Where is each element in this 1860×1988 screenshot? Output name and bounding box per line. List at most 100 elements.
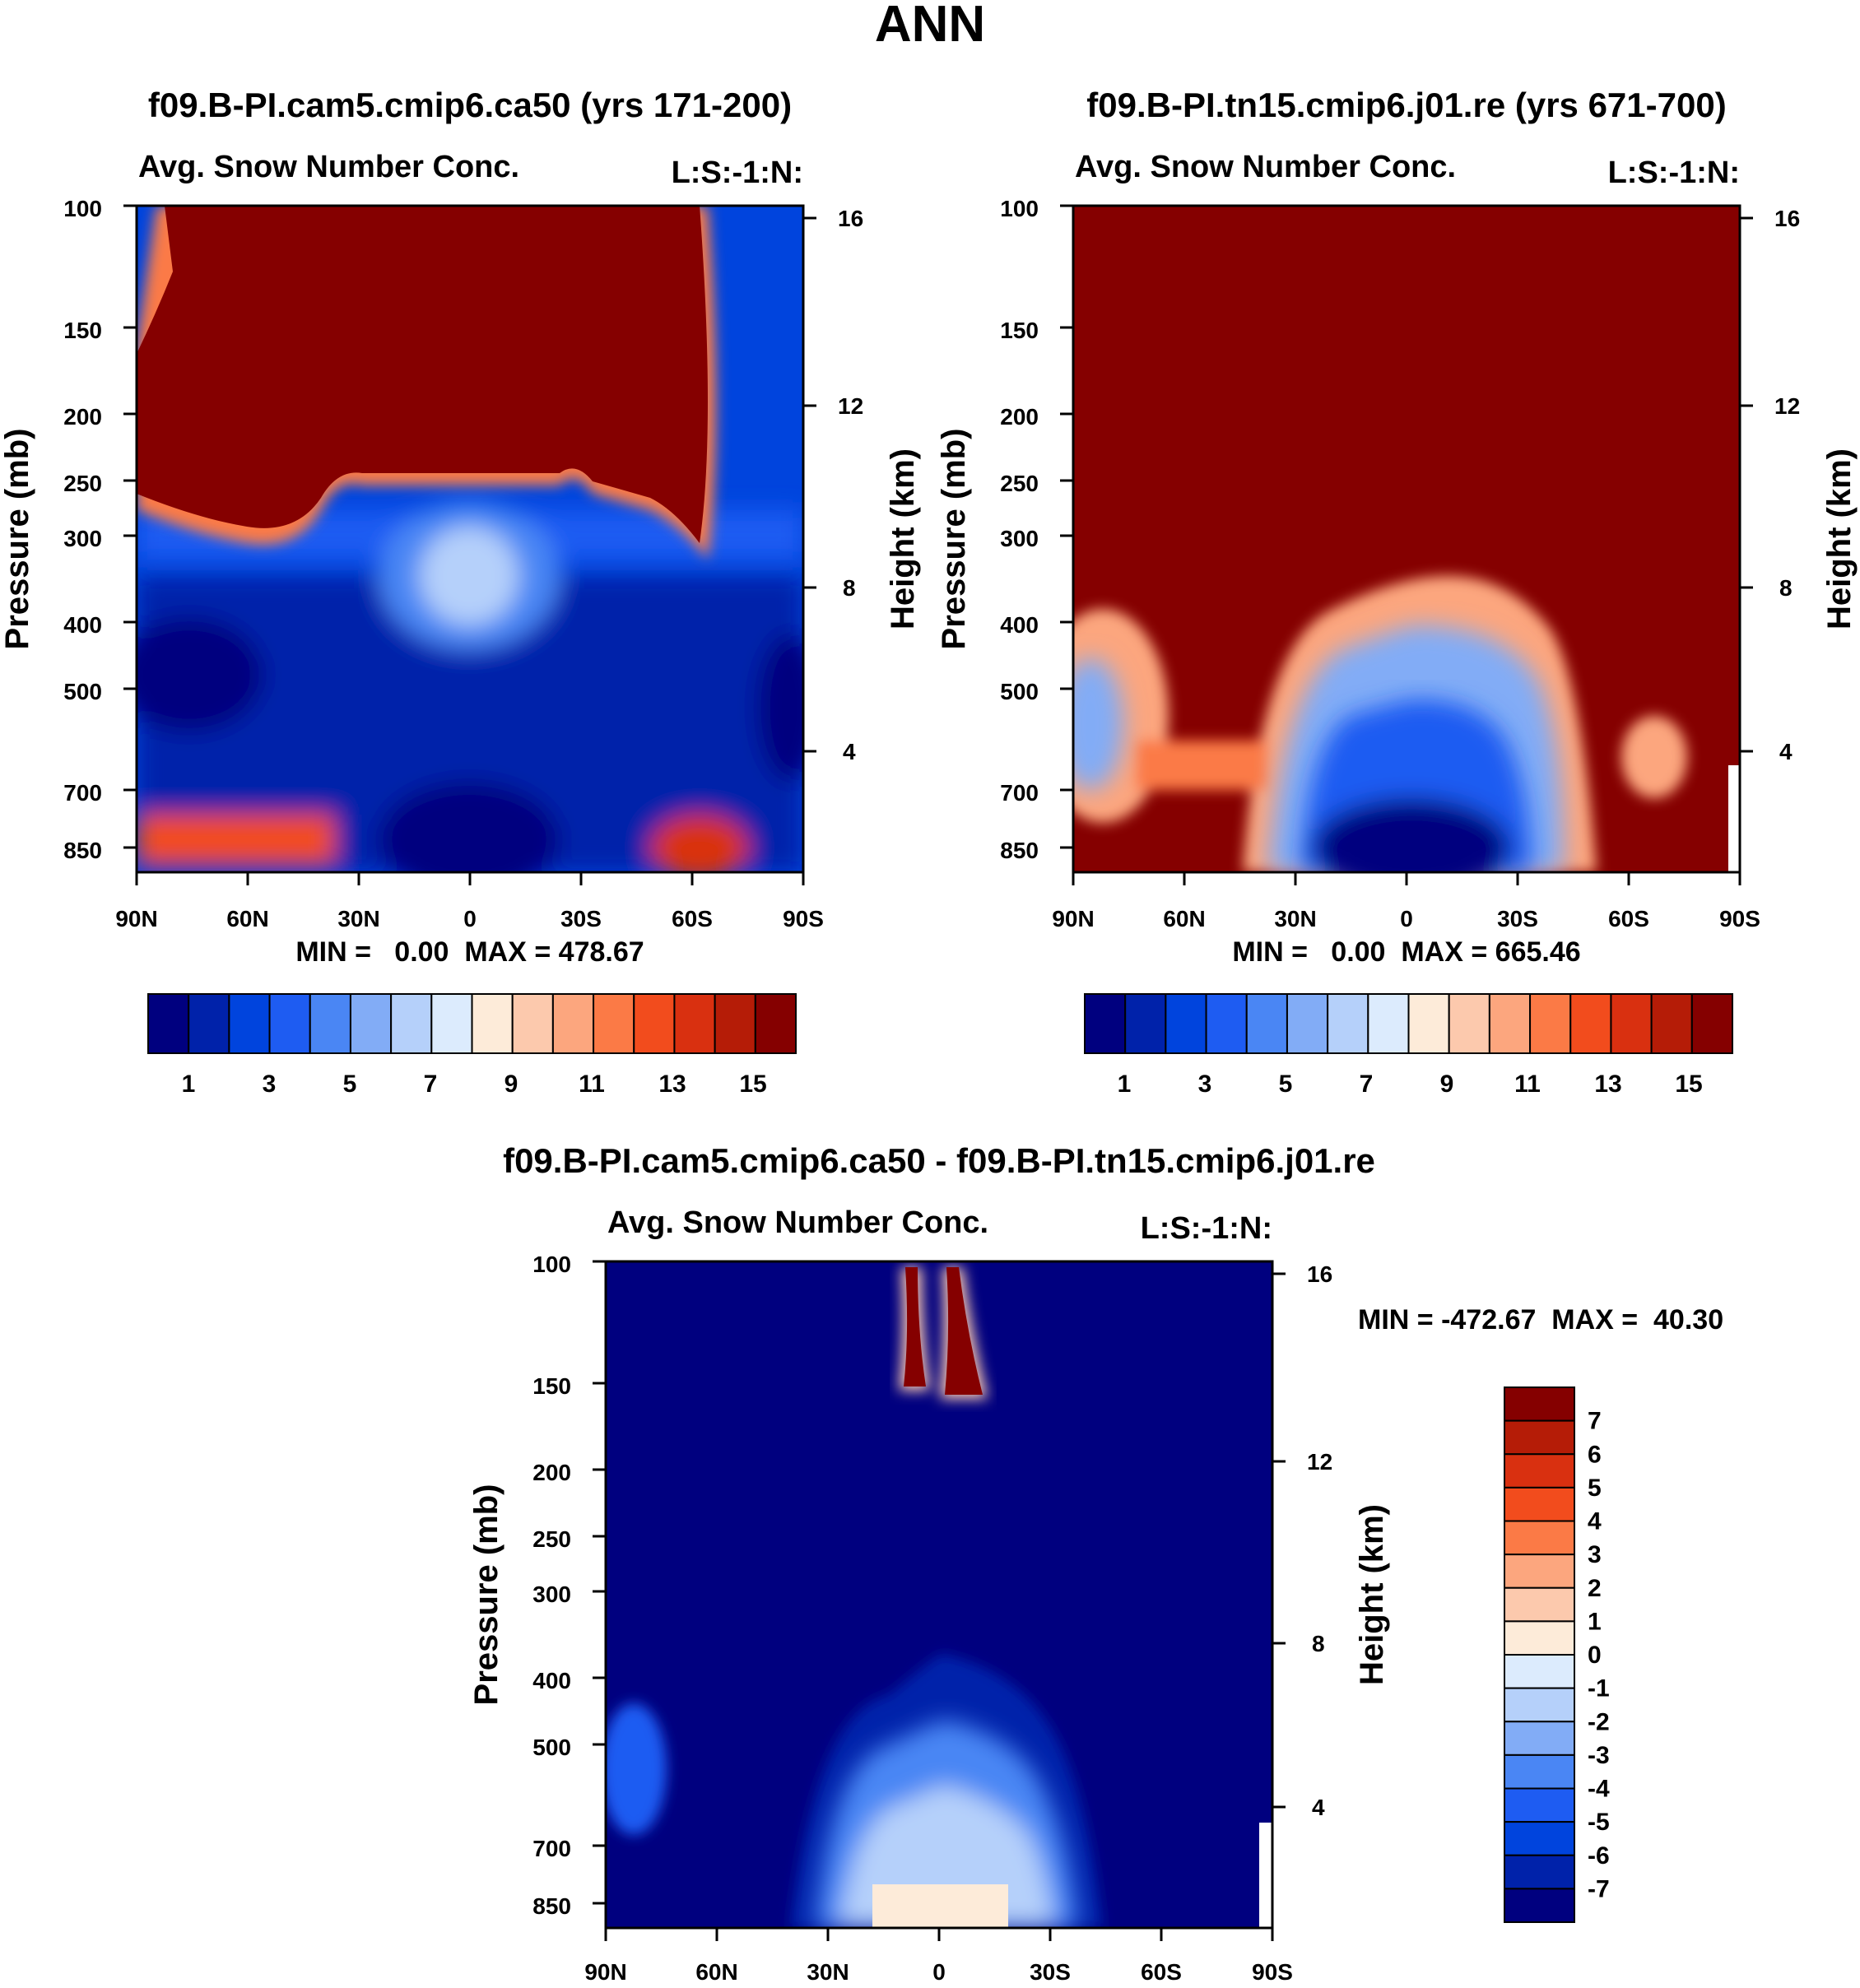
panel2-ytick-100: 100 — [1000, 196, 1039, 221]
panel3-xtick-30n: 30N — [807, 1959, 849, 1985]
panel3-cb-label: 1 — [1588, 1608, 1602, 1635]
panel1-cb-label-15: 15 — [739, 1071, 766, 1098]
panel3-cb-label: -1 — [1588, 1675, 1610, 1702]
panel1-y2tick-12: 12 — [838, 393, 863, 419]
panel1-xtick-60n: 60N — [226, 906, 268, 931]
panel2-y-ticks — [1060, 204, 1073, 849]
panel3-cb-label: 0 — [1588, 1642, 1602, 1669]
panel1-title: f09.B-PI.cam5.cmip6.ca50 (yrs 171-200) — [148, 86, 792, 124]
panel1-colorbar-swatch-3 — [268, 993, 311, 1054]
panel3-colorbar-swatch-13 — [1504, 1821, 1575, 1856]
panel2-cb-label-11: 11 — [1514, 1071, 1541, 1098]
panel1-ytick-200: 200 — [63, 404, 102, 430]
panel2-colorbar-swatch-1 — [1124, 993, 1167, 1054]
panel1-colorbar-swatch-13 — [673, 993, 716, 1054]
panel1-y2label: Height (km) — [885, 448, 921, 629]
panel3-cb-label: -6 — [1588, 1842, 1610, 1870]
panel2-xtick-30s: 30S — [1497, 906, 1538, 931]
panel3-cb-label: 7 — [1588, 1408, 1602, 1435]
panel1-xtick-90s: 90S — [783, 906, 824, 931]
panel3-cb-label: 3 — [1588, 1541, 1602, 1568]
panel1-field — [137, 206, 803, 872]
panel1-y2-tick-labels: 16 12 8 4 — [838, 206, 863, 764]
panel3-cb-label: -7 — [1588, 1875, 1610, 1902]
panel1-colorbar-swatch-12 — [633, 993, 676, 1054]
panel2-x-ticks — [1072, 872, 1741, 885]
panel3-ytick-250: 250 — [532, 1526, 571, 1552]
panel2-cb-label-3: 3 — [1198, 1071, 1212, 1098]
panel3-colorbar-labels: 7 6 5 4 3 2 1 0 -1 -2 -3 -4 -5 -6 -7 — [1588, 1408, 1610, 1903]
panel3-xtick-0: 0 — [932, 1959, 946, 1985]
panel2-y2-tick-labels: 16 12 8 4 — [1774, 206, 1800, 764]
panel1-xtick-60s: 60S — [672, 906, 713, 931]
panel3-y2tick-16: 16 — [1307, 1261, 1332, 1287]
panel3-cb-label: -2 — [1588, 1708, 1610, 1735]
panel2-colorbar-swatch-14 — [1650, 993, 1693, 1054]
panel2-title: f09.B-PI.tn15.cmip6.j01.re (yrs 671-700) — [1086, 86, 1726, 124]
panel3-left-label: Avg. Snow Number Conc. — [607, 1205, 988, 1240]
panel3-y-tick-labels: 100 150 200 250 300 400 500 700 850 — [532, 1252, 571, 1919]
panel1-colorbar-swatch-8 — [471, 993, 514, 1054]
panel2-xtick-30n: 30N — [1274, 906, 1316, 931]
panel3-y-ticks — [593, 1260, 606, 1905]
panel3-colorbar-swatch-15 — [1504, 1888, 1575, 1923]
panel3-cb-label: -4 — [1588, 1776, 1610, 1803]
panel1-ytick-500: 500 — [63, 679, 102, 704]
panel1-colorbar-swatch-2 — [228, 993, 271, 1054]
panel3-y2tick-8: 8 — [1312, 1631, 1325, 1656]
panel2-colorbar-swatch-8 — [1407, 993, 1450, 1054]
panel2-colorbar-swatch-7 — [1367, 993, 1410, 1054]
panel2-cb-label-9: 9 — [1440, 1071, 1454, 1098]
panel1-y2tick-8: 8 — [843, 575, 856, 601]
panel1-cb-label-1: 1 — [182, 1071, 196, 1098]
panel3-x-tick-labels: 90N 60N 30N 0 30S 60S 90S — [584, 1959, 1293, 1985]
panel1-xtick-0: 0 — [463, 906, 477, 931]
panel1-ytick-400: 400 — [63, 612, 102, 638]
panel2-ytick-500: 500 — [1000, 679, 1039, 704]
panel1-y2tick-4: 4 — [843, 739, 856, 764]
panel1-xtick-30n: 30N — [337, 906, 379, 931]
panel1-colorbar-swatch-5 — [349, 993, 393, 1054]
panel3-colorbar-swatch-5 — [1504, 1554, 1575, 1589]
panel3-colorbar-swatch-4 — [1504, 1520, 1575, 1556]
panel1-ytick-100: 100 — [63, 196, 102, 221]
panel2-ytick-150: 150 — [1000, 318, 1039, 343]
panel1-colorbar-swatch-14 — [714, 993, 756, 1054]
panel2-y-tick-labels: 100 150 200 250 300 400 500 700 850 — [1000, 196, 1039, 863]
panel3-xtick-30s: 30S — [1030, 1959, 1071, 1985]
panel3-colorbar-swatch-11 — [1504, 1753, 1575, 1790]
panel2-colorbar-swatch-12 — [1569, 993, 1612, 1054]
panel1-right-label: L:S:-1:N: — [672, 156, 803, 190]
panel-difference: f09.B-PI.cam5.cmip6.ca50 - f09.B-PI.tn15… — [468, 1141, 1723, 1985]
panel1-left-label: Avg. Snow Number Conc. — [138, 150, 519, 184]
panel1-colorbar — [147, 993, 797, 1054]
panel1-xtick-30s: 30S — [560, 906, 602, 931]
panel2-colorbar-swatch-6 — [1327, 993, 1369, 1054]
panel1-ylabel: Pressure (mb) — [0, 429, 35, 650]
panel3-right-label: L:S:-1:N: — [1141, 1211, 1272, 1246]
panel3-ytick-300: 300 — [532, 1582, 571, 1607]
panel2-ytick-700: 700 — [1000, 780, 1039, 806]
panel2-colorbar-swatch-13 — [1610, 993, 1653, 1054]
panel3-colorbar-swatch-6 — [1504, 1586, 1575, 1623]
panel1-xtick-90n: 90N — [115, 906, 157, 931]
panel3-colorbar-swatch-14 — [1504, 1854, 1575, 1890]
panel2-xtick-0: 0 — [1400, 906, 1413, 931]
panel1-y-ticks — [123, 204, 137, 849]
panel1-colorbar-swatch-1 — [188, 993, 230, 1054]
panel3-colorbar-swatch-12 — [1504, 1787, 1575, 1823]
panel1-colorbar-swatch-15 — [754, 993, 797, 1054]
panel3-field — [606, 1261, 1272, 1928]
panel3-colorbar-swatch-9 — [1504, 1687, 1575, 1723]
panel2-colorbar-labels: 1 3 5 7 9 11 13 15 — [1118, 1071, 1703, 1098]
panel1-ytick-850: 850 — [63, 838, 102, 863]
panel2-cb-label-5: 5 — [1279, 1071, 1293, 1098]
panel2-xtick-90s: 90S — [1719, 906, 1760, 931]
panel1-colorbar-swatch-7 — [430, 993, 473, 1054]
panel3-ytick-200: 200 — [532, 1460, 571, 1485]
panel3-ytick-850: 850 — [532, 1893, 571, 1919]
panel2-ytick-850: 850 — [1000, 838, 1039, 863]
panel2-xtick-90n: 90N — [1052, 906, 1094, 931]
panel2-y2tick-16: 16 — [1774, 206, 1800, 231]
